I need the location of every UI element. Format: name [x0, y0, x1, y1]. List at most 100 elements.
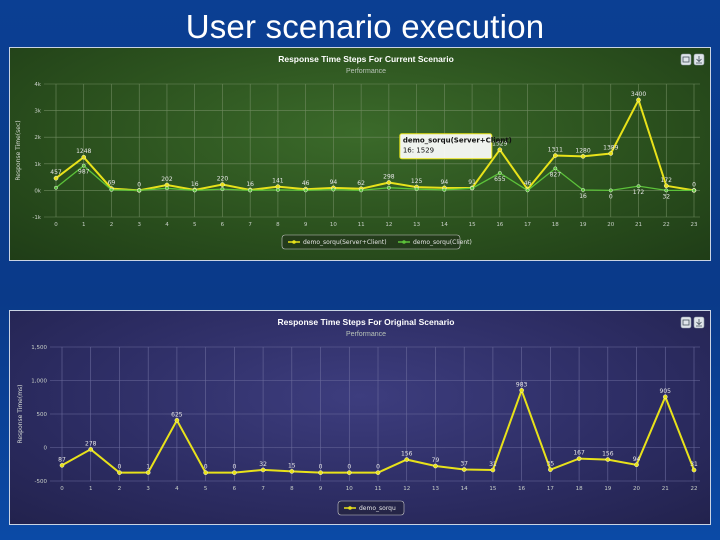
data-label: 94: [441, 179, 449, 186]
data-label: 278: [85, 440, 97, 447]
data-point: [203, 470, 208, 475]
y-tick-label: -500: [35, 479, 48, 485]
data-label: 16: [246, 181, 254, 188]
x-tick-label: 16: [496, 222, 503, 228]
data-point: [220, 187, 225, 191]
data-label: 0: [609, 193, 613, 200]
slide-title: User scenario execution: [185, 8, 545, 45]
x-tick-label: 11: [358, 222, 365, 228]
y-tick-label: -1k: [32, 215, 41, 221]
data-point: [664, 188, 669, 193]
legend-label: demo_sorqu(Server+Client): [303, 239, 387, 246]
data-label: 141: [272, 178, 284, 185]
data-point: [81, 154, 87, 160]
data-label: 94: [330, 179, 338, 186]
x-tick-label: 7: [248, 222, 252, 228]
data-point: [303, 188, 308, 193]
data-label: 905: [660, 388, 672, 395]
data-point: [386, 180, 392, 185]
data-label: 37: [460, 461, 468, 468]
data-point: [346, 470, 352, 475]
tooltip-box: [399, 133, 493, 160]
legend-item[interactable]: demo_sorqu: [344, 505, 396, 512]
data-point: [605, 457, 611, 462]
data-point: [442, 187, 447, 192]
print-icon[interactable]: [680, 316, 692, 329]
data-point: [553, 153, 558, 158]
x-tick-label: 3: [137, 222, 141, 228]
data-label: 172: [661, 177, 673, 184]
x-tick-label: 19: [580, 222, 587, 228]
data-point: [692, 188, 696, 193]
x-tick-label: 20: [607, 222, 614, 228]
data-label: 79: [432, 457, 440, 464]
data-point: [414, 187, 419, 191]
y-tick-label: 2k: [34, 135, 41, 141]
x-tick-label: 9: [319, 486, 323, 492]
legend-item[interactable]: demo_sorqu(Server+Client): [288, 239, 387, 246]
data-point: [404, 457, 410, 462]
y-tick-label: 500: [37, 412, 48, 418]
chart-title: Response Time Steps For Original Scenari…: [278, 317, 455, 327]
download-icon[interactable]: [693, 53, 705, 66]
y-tick-label: 1,500: [31, 345, 47, 351]
data-point: [636, 184, 641, 189]
data-label: 0: [204, 464, 208, 471]
data-label: 167: [573, 450, 585, 457]
data-point: [548, 467, 553, 472]
x-tick-label: 17: [524, 222, 531, 228]
data-label: 156: [401, 451, 413, 458]
data-point: [525, 188, 530, 193]
data-point: [88, 447, 94, 452]
chart-subtitle: Performance: [346, 68, 386, 75]
series-line-1: [55, 164, 694, 192]
data-point: [53, 175, 59, 181]
x-tick-label: 10: [330, 222, 337, 228]
data-point: [581, 188, 585, 192]
data-label: 16: [191, 181, 199, 188]
data-point: [519, 387, 524, 393]
x-tick-label: 6: [221, 222, 225, 228]
data-point: [497, 147, 503, 153]
x-tick-label: 16: [518, 486, 525, 492]
data-point: [276, 187, 280, 192]
data-label: 172: [633, 189, 645, 196]
x-tick-label: 21: [662, 486, 669, 492]
data-point: [636, 97, 641, 103]
legend-swatch-marker: [348, 506, 352, 510]
original-scenario-chart: Response Time Steps For Original Scenari…: [17, 316, 705, 516]
data-label: 1: [146, 464, 150, 471]
legend-box: [337, 500, 405, 516]
data-label: 3400: [631, 91, 646, 98]
data-point: [165, 186, 169, 191]
x-tick-label: 14: [441, 222, 448, 228]
data-label: 0: [347, 464, 351, 471]
download-icon[interactable]: [693, 316, 705, 329]
data-label: 69: [108, 180, 116, 187]
download-glyph: [696, 319, 702, 327]
data-label: 625: [171, 411, 183, 418]
data-label: 94: [633, 456, 641, 463]
print-icon[interactable]: [680, 53, 692, 66]
x-tick-label: 21: [635, 222, 642, 228]
legend-item[interactable]: demo_sorqu(Client): [398, 239, 472, 246]
data-point: [490, 467, 496, 473]
x-tick-label: 6: [233, 486, 237, 492]
x-tick-label: 0: [54, 222, 58, 228]
x-tick-label: 15: [469, 222, 476, 228]
x-tick-label: 14: [461, 486, 468, 492]
y-tick-label: 0k: [34, 188, 41, 194]
data-label: 62: [357, 180, 365, 187]
x-tick-label: 4: [175, 486, 179, 492]
data-label: 0: [118, 464, 122, 471]
data-label: 983: [516, 381, 528, 388]
legend-label: demo_sorqu(Client): [413, 239, 472, 246]
data-label: 1389: [603, 144, 618, 151]
x-tick-label: 8: [290, 486, 294, 492]
x-tick-label: 23: [691, 222, 698, 228]
y-tick-label: 1k: [34, 162, 41, 168]
x-tick-label: 7: [261, 486, 265, 492]
x-tick-label: 12: [403, 486, 410, 492]
data-label: 91: [468, 179, 476, 186]
print-glyph: [682, 56, 690, 63]
